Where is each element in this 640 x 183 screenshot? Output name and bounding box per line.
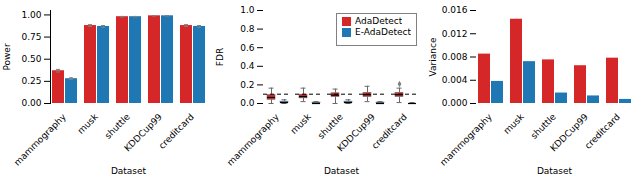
- svg-text:0.000: 0.000: [442, 98, 468, 108]
- svg-text:0.6: 0.6: [240, 43, 255, 53]
- svg-text:mammography: mammography: [225, 111, 281, 167]
- svg-text:0.008: 0.008: [442, 52, 468, 62]
- svg-text:FDR: FDR: [215, 48, 225, 66]
- html-text:E-AdaDetect: E-AdaDetect: [355, 27, 411, 37]
- svg-text:musk: musk: [289, 111, 314, 136]
- svg-text:0.016: 0.016: [442, 5, 468, 15]
- svg-text:shuttle: shuttle: [529, 111, 558, 140]
- svg-text:creditcard: creditcard: [370, 112, 409, 151]
- svg-text:Variance: Variance: [428, 37, 438, 76]
- svg-text:shuttle: shuttle: [316, 111, 345, 140]
- svg-text:0.00: 0.00: [21, 98, 41, 108]
- svg-text:1.0: 1.0: [240, 5, 255, 15]
- svg-text:Dataset: Dataset: [324, 166, 360, 176]
- html-text:AdaDetect: AdaDetect: [355, 16, 403, 26]
- svg-text:Dataset: Dataset: [537, 166, 573, 176]
- svg-text:0.75: 0.75: [21, 32, 41, 42]
- svg-text:creditcard: creditcard: [583, 112, 622, 151]
- svg-text:0.25: 0.25: [21, 76, 41, 86]
- svg-text:KDDCup99: KDDCup99: [335, 112, 377, 154]
- svg-text:1.00: 1.00: [21, 10, 41, 20]
- svg-text:mammography: mammography: [12, 111, 68, 167]
- svg-text:KDDCup99: KDDCup99: [122, 112, 164, 154]
- svg-text:0.004: 0.004: [442, 75, 468, 85]
- svg-text:shuttle: shuttle: [103, 111, 132, 140]
- svg-text:0.012: 0.012: [442, 29, 468, 39]
- svg-text:KDDCup99: KDDCup99: [548, 112, 590, 154]
- svg-text:Dataset: Dataset: [111, 166, 147, 176]
- svg-text:0.4: 0.4: [240, 61, 255, 71]
- svg-text:0.8: 0.8: [240, 24, 255, 34]
- svg-text:0.50: 0.50: [21, 54, 41, 64]
- svg-text:creditcard: creditcard: [157, 112, 196, 151]
- svg-text:0.2: 0.2: [240, 80, 254, 90]
- svg-text:mammography: mammography: [438, 111, 494, 167]
- svg-text:0.0: 0.0: [240, 98, 255, 108]
- svg-text:musk: musk: [502, 111, 527, 136]
- svg-text:Power: Power: [2, 43, 12, 71]
- svg-text:musk: musk: [76, 111, 101, 136]
